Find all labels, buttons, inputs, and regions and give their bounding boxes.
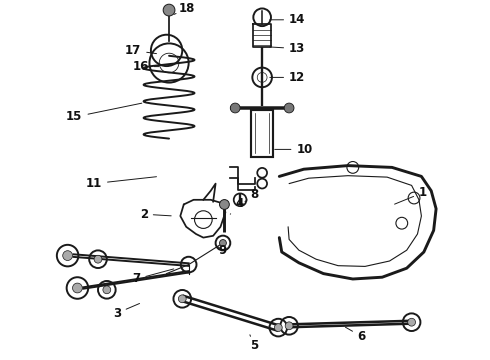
Ellipse shape [178, 295, 186, 303]
Text: 13: 13 [270, 42, 305, 55]
Bar [251, 110, 273, 157]
Text: 1: 1 [394, 186, 427, 204]
Text: 6: 6 [345, 327, 366, 343]
Text: 9: 9 [218, 244, 226, 257]
Text: 10: 10 [275, 143, 313, 156]
Text: 4: 4 [230, 197, 244, 214]
Text: 2: 2 [140, 208, 171, 221]
Text: 7: 7 [132, 269, 174, 285]
Text: 17: 17 [125, 44, 156, 57]
Ellipse shape [163, 4, 175, 16]
Ellipse shape [220, 199, 229, 210]
Ellipse shape [285, 322, 293, 330]
Ellipse shape [94, 255, 102, 263]
Ellipse shape [274, 324, 282, 332]
Ellipse shape [103, 286, 111, 294]
Text: 8: 8 [245, 188, 258, 202]
Ellipse shape [73, 283, 82, 293]
Ellipse shape [408, 318, 416, 326]
Ellipse shape [63, 251, 73, 261]
Ellipse shape [230, 103, 240, 113]
Text: 14: 14 [270, 13, 305, 26]
Ellipse shape [284, 103, 294, 113]
Text: 12: 12 [270, 71, 305, 84]
Text: 18: 18 [174, 3, 195, 15]
Text: 5: 5 [250, 335, 258, 352]
Text: 11: 11 [86, 177, 156, 190]
Text: 3: 3 [113, 303, 140, 320]
Text: 15: 15 [66, 103, 142, 123]
Text: 16: 16 [132, 60, 159, 73]
Ellipse shape [220, 239, 226, 247]
